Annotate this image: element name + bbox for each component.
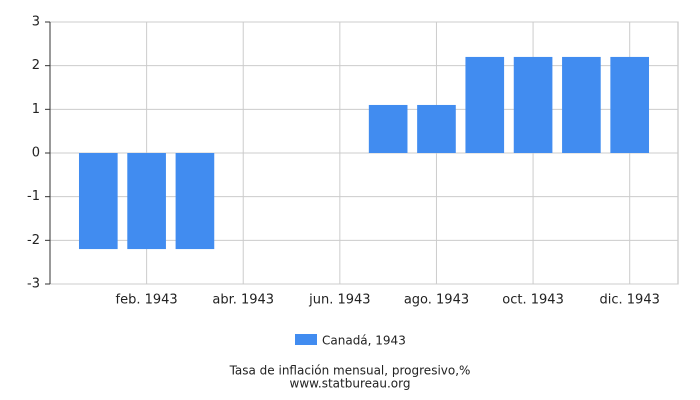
legend-swatch [295,334,317,345]
bar [465,56,505,153]
x-tick-label: dic. 1943 [600,293,660,308]
chart-subtitle: www.statbureau.org [290,377,411,391]
bar [610,56,650,153]
y-tick-label: -1 [27,189,40,204]
x-tick-label: feb. 1943 [116,293,178,308]
y-tick-label: 1 [32,102,40,117]
bar [78,153,118,250]
y-tick-label: 3 [32,15,40,30]
y-tick-label: 0 [32,146,40,161]
x-tick-label: oct. 1943 [502,293,564,308]
legend-label: Canadá, 1943 [322,334,406,348]
chart-title: Tasa de inflación mensual, progresivo,% [229,364,471,378]
y-tick-label: -2 [27,233,40,248]
x-tick-label: jun. 1943 [308,293,370,308]
x-tick-label: abr. 1943 [212,293,274,308]
bar [562,56,601,153]
y-tick-label: -3 [27,277,40,292]
bar [513,56,553,153]
bar [127,153,166,250]
bar [368,104,408,153]
bar [417,104,456,153]
bar [175,153,215,250]
x-tick-label: ago. 1943 [404,293,469,308]
y-tick-label: 2 [32,58,40,73]
